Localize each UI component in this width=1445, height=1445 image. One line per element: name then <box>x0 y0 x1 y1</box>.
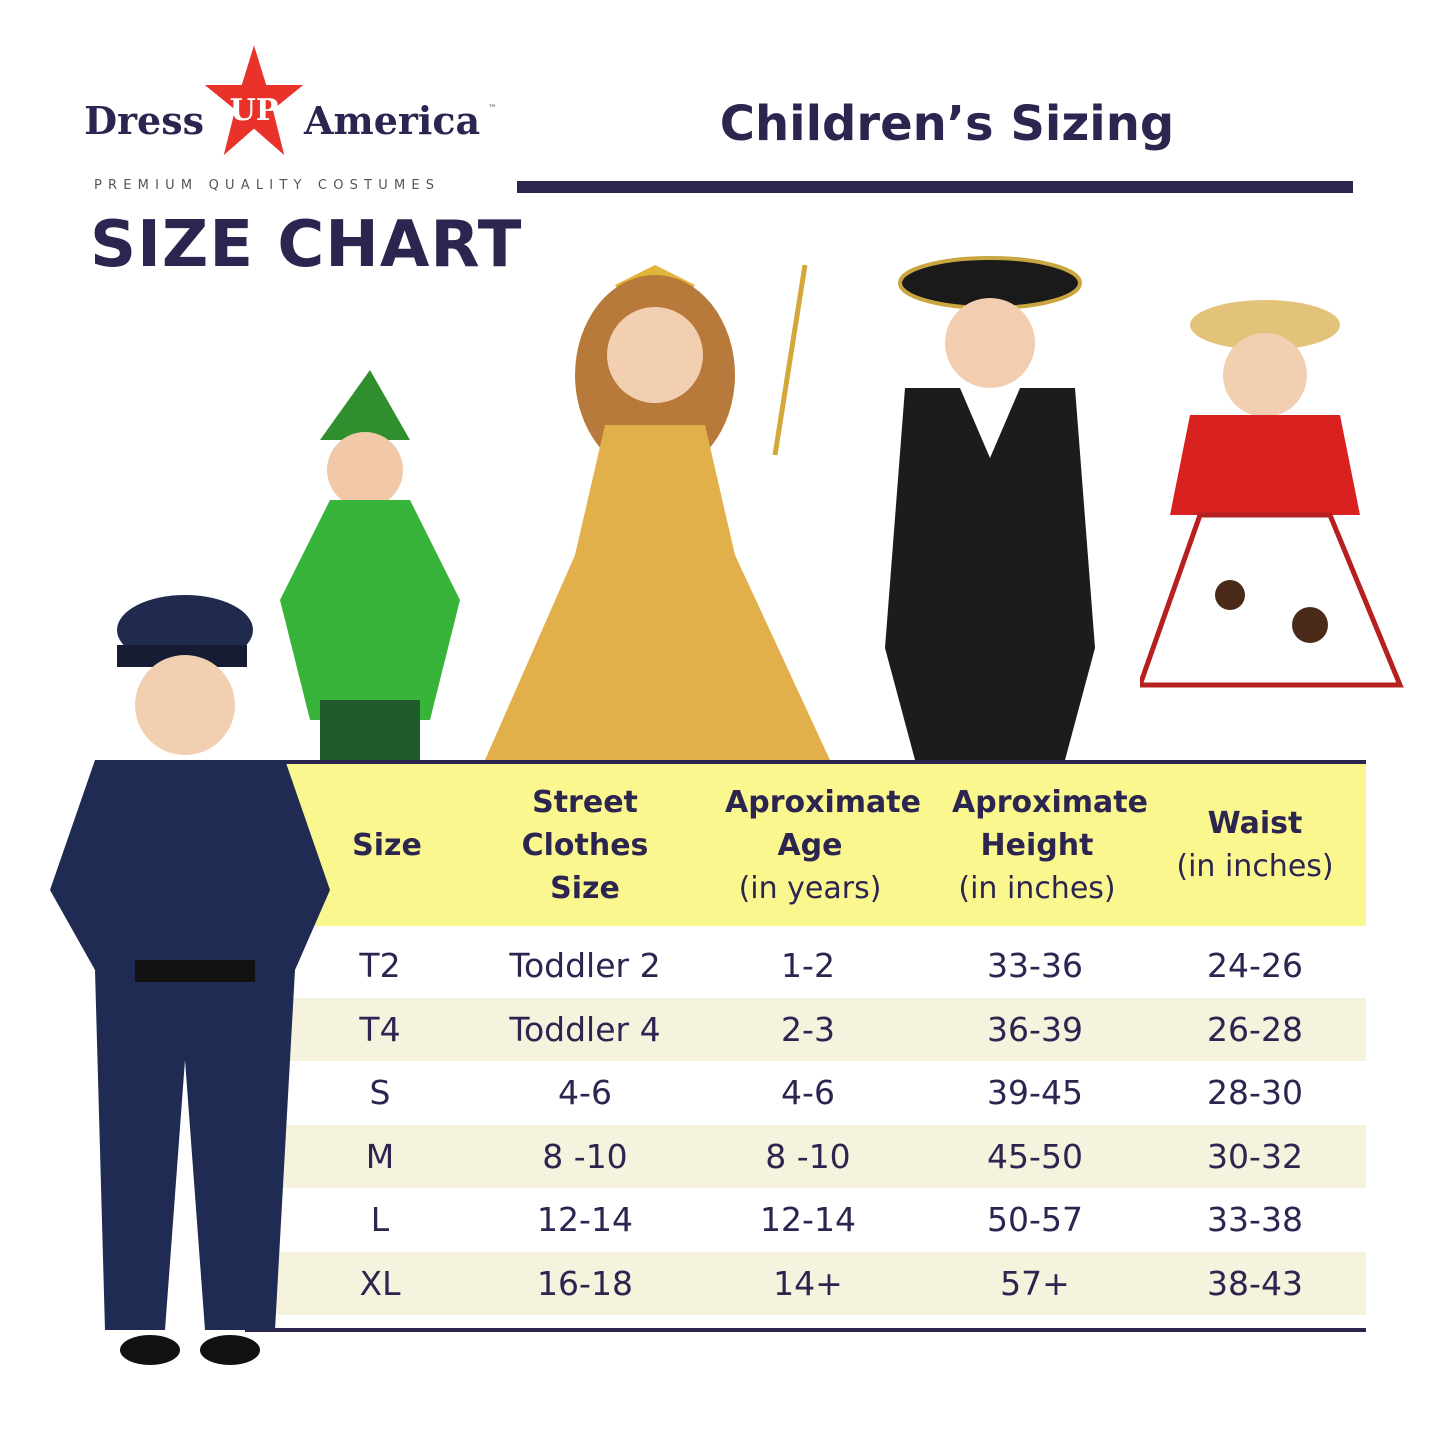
cell-height: 57+ <box>1000 1263 1070 1303</box>
photo-cowgirl-costume <box>1140 300 1404 688</box>
table-row: M 8 -10 8 -10 45-50 30-32 <box>245 1124 1366 1188</box>
cell-size: T2 <box>359 946 401 985</box>
cell-size: M <box>365 1136 395 1176</box>
photo-police-costume <box>50 595 330 1365</box>
cell-height: 33-36 <box>987 946 1083 985</box>
header-label: Aproximate Height <box>952 784 1148 863</box>
header-age: Aproximate Age (in years) <box>710 764 921 926</box>
cell-height: 45-50 <box>987 1136 1083 1176</box>
header-label: Aproximate Age <box>725 784 921 863</box>
cell-waist: 33-38 <box>1207 1200 1303 1239</box>
table-bottom-rule <box>245 1328 1366 1332</box>
cell-size: XL <box>359 1263 401 1303</box>
table-row: L 12-14 12-14 50-57 33-38 <box>245 1188 1366 1251</box>
brand-dress: Dress <box>84 98 204 143</box>
photo-archer-costume <box>280 370 460 760</box>
cell-age: 8 -10 <box>765 1136 851 1176</box>
cell-age: 1-2 <box>781 946 835 985</box>
header-sub: (in years) <box>738 870 882 906</box>
page-title: Children’s Sizing <box>719 96 1175 152</box>
header-label: Size <box>352 827 422 863</box>
header-label: Street Clothes Size <box>521 784 649 906</box>
brand-tagline: PREMIUM QUALITY COSTUMES <box>94 178 441 193</box>
photo-princess-costume <box>485 264 830 760</box>
header-sub: (in inches) <box>958 870 1116 906</box>
cell-street-size: 8 -10 <box>542 1136 628 1176</box>
cell-age: 2-3 <box>781 1009 835 1049</box>
cell-street-size: Toddler 4 <box>509 1009 661 1049</box>
table-row: S 4-6 4-6 39-45 28-30 <box>245 1061 1366 1124</box>
cell-waist: 28-30 <box>1207 1073 1303 1112</box>
cell-waist: 24-26 <box>1207 946 1303 985</box>
cell-street-size: 12-14 <box>537 1200 633 1239</box>
cell-size: S <box>369 1073 391 1112</box>
cell-age: 4-6 <box>781 1073 835 1112</box>
header-size: Size <box>337 764 437 926</box>
cell-height: 50-57 <box>987 1200 1083 1239</box>
cell-height: 39-45 <box>987 1073 1083 1112</box>
table-row: T4 Toddler 4 2-3 36-39 26-28 <box>245 997 1366 1061</box>
cell-age: 14+ <box>773 1263 843 1303</box>
header-height: Aproximate Height (in inches) <box>937 764 1148 926</box>
brand-up: UP <box>230 93 279 128</box>
header-label: Waist <box>1207 806 1303 841</box>
cell-street-size: Toddler 2 <box>509 946 661 985</box>
cell-age: 12-14 <box>760 1200 856 1239</box>
cell-height: 36-39 <box>987 1009 1083 1049</box>
table-row: XL 16-18 14+ 57+ 38-43 <box>245 1251 1366 1315</box>
cell-waist: 38-43 <box>1207 1263 1303 1303</box>
page-heading: SIZE CHART <box>90 208 523 282</box>
title-divider <box>517 181 1353 193</box>
header-street-size: Street Clothes Size <box>495 764 675 926</box>
brand-america: America <box>304 98 481 143</box>
cell-street-size: 4-6 <box>558 1073 612 1112</box>
cell-size: L <box>370 1200 390 1239</box>
header-sub: (in inches) <box>1176 849 1334 884</box>
cell-street-size: 16-18 <box>537 1263 633 1303</box>
star-logo-icon: UP <box>200 40 308 161</box>
cell-waist: 30-32 <box>1207 1136 1303 1176</box>
header-waist: Waist (in inches) <box>1155 764 1355 926</box>
table-row: T2 Toddler 2 1-2 33-36 24-26 <box>245 934 1366 997</box>
cell-waist: 26-28 <box>1207 1009 1303 1049</box>
photo-colonial-costume <box>885 256 1095 760</box>
cell-size: T4 <box>359 1009 401 1049</box>
trademark: ™ <box>488 104 497 114</box>
table-header: Size Street Clothes Size Aproximate Age (… <box>275 760 1366 926</box>
